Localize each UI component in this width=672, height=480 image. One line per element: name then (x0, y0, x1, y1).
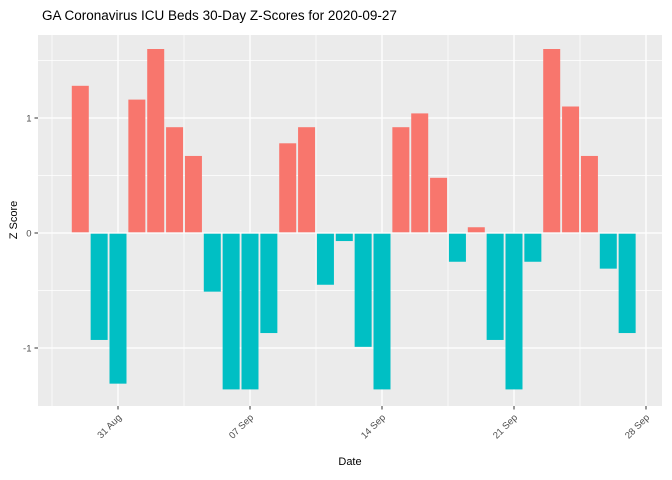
zscore-bar (373, 233, 391, 390)
zscore-bar (298, 127, 316, 233)
zscore-bar (241, 233, 259, 390)
zscore-bar (448, 233, 466, 262)
zscore-bar (203, 233, 221, 292)
zscore-bar (128, 99, 146, 233)
zscore-bar (279, 143, 297, 233)
zscore-bar (411, 113, 429, 233)
zscore-bar (260, 233, 278, 334)
x-tick-label: 07 Sep (227, 412, 256, 441)
zscore-bar (505, 233, 523, 390)
zscore-bar (222, 233, 240, 390)
zscore-bar (562, 106, 580, 233)
zscore-bar (486, 233, 504, 340)
y-tick-label: -1 (23, 343, 31, 354)
zscore-bar (354, 233, 372, 347)
zscore-bar (392, 127, 410, 233)
x-tick-label: 21 Sep (491, 412, 520, 441)
zscore-bar (316, 233, 334, 285)
zscore-bar (335, 233, 353, 242)
zscore-bar (430, 177, 448, 233)
zscore-bar (184, 155, 202, 233)
zscore-bar (467, 227, 485, 233)
zscore-bar (543, 49, 561, 233)
zscore-bar (618, 233, 636, 334)
x-tick-label: 14 Sep (359, 412, 388, 441)
x-axis-title: Date (338, 456, 362, 468)
x-tick-label: 28 Sep (623, 412, 652, 441)
zscore-bar (90, 233, 108, 340)
zscore-bar (580, 155, 598, 233)
zscore-bar (147, 49, 165, 233)
zscore-bar (524, 233, 542, 262)
zscore-bar (109, 233, 127, 384)
zscore-bar (599, 233, 617, 269)
x-tick-label: 31 Aug (95, 412, 124, 441)
zscore-bar (71, 85, 89, 233)
zscore-bar (166, 127, 184, 233)
y-tick-label: 0 (26, 228, 31, 239)
y-tick-label: 1 (26, 113, 31, 124)
y-axis-title: Z Score (8, 200, 20, 240)
chart-title: GA Coronavirus ICU Beds 30-Day Z-Scores … (42, 8, 397, 23)
